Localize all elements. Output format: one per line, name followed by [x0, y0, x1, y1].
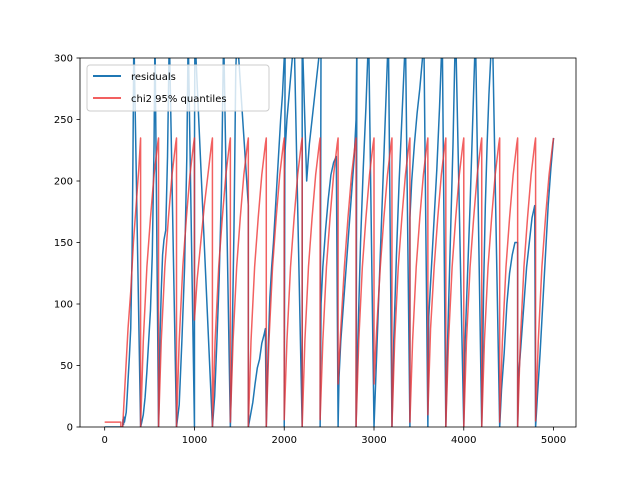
y-tick-label: 100 [54, 300, 73, 311]
y-tick-label: 50 [60, 361, 73, 372]
x-tick-label: 0 [102, 435, 108, 446]
x-tick-label: 4000 [451, 435, 476, 446]
legend: residuals chi2 95% quantiles [86, 64, 270, 112]
y-tick-label: 200 [54, 177, 73, 188]
y-tick-label: 0 [67, 423, 73, 434]
y-tick-label: 250 [54, 115, 73, 126]
series-layer [104, 58, 555, 427]
x-tick-label: 3000 [361, 435, 386, 446]
series-line-residuals [104, 58, 555, 427]
x-tick-label: 1000 [182, 435, 207, 446]
legend-label-chi2-quantiles: chi2 95% quantiles [131, 94, 227, 105]
x-tick-label: 5000 [541, 435, 566, 446]
y-tick-label: 150 [54, 238, 73, 249]
x-tick-label: 2000 [272, 435, 297, 446]
axes-layer: 0 1000 2000 3000 4000 5000 0 50 100 150 200 250 300 [54, 54, 577, 446]
y-tick-label: 300 [54, 54, 73, 65]
legend-box [86, 64, 270, 112]
series-line-chi2-quantiles [104, 137, 555, 427]
legend-label-residuals: residuals [131, 72, 176, 83]
